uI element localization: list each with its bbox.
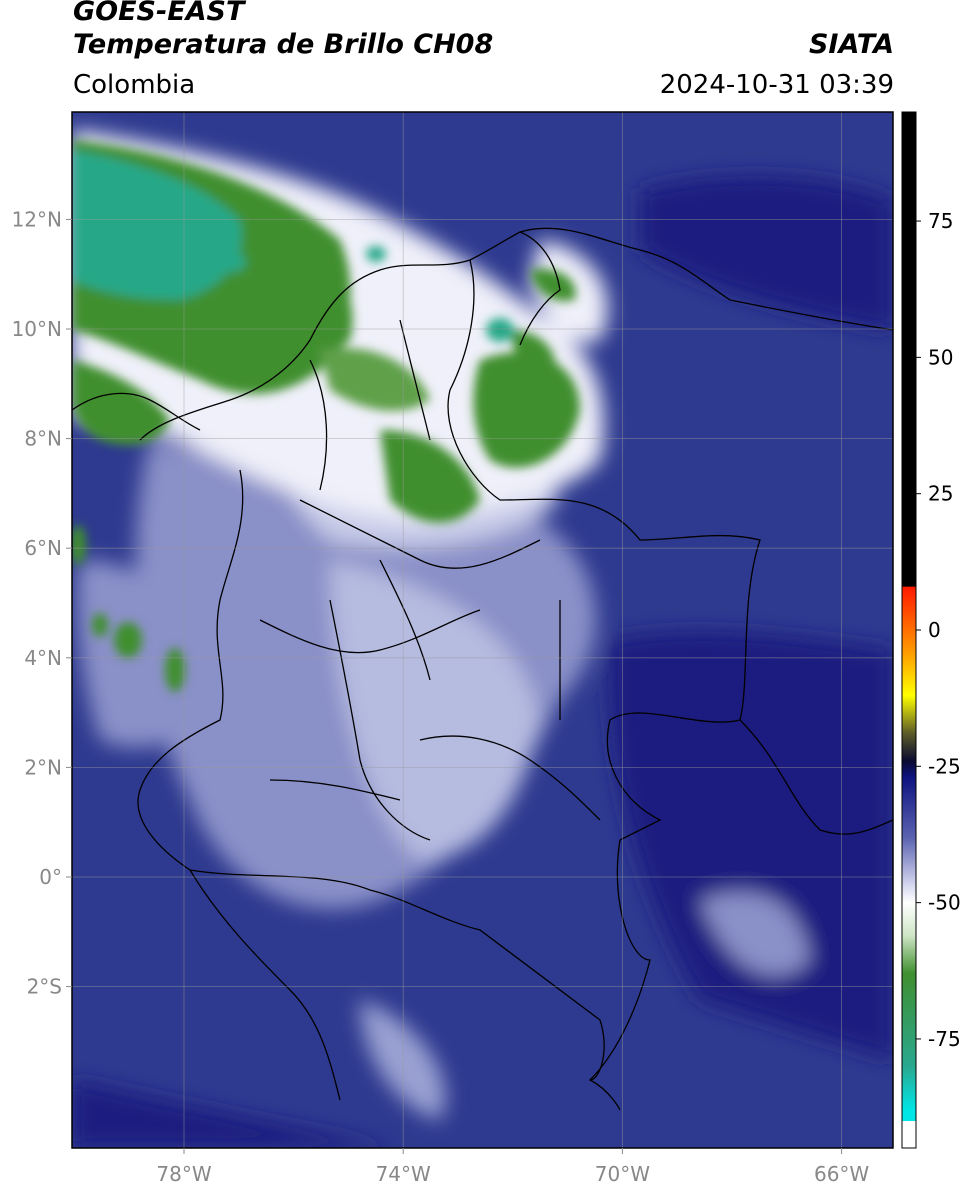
lat-tick-label: 6°N [24, 536, 62, 560]
satellite-title: GOES-EAST [73, 0, 245, 27]
region-label: Colombia [73, 70, 196, 100]
colorbar-tick-label: -25 [928, 754, 961, 778]
colorbar-scale [902, 112, 916, 1148]
colorbar: 75 50 25 0 -25 -50 -75 [901, 111, 961, 1149]
lat-tick-label: 2°S [27, 975, 62, 999]
lat-tick-label: 8°N [24, 427, 62, 451]
lon-tick-label: 66°W [814, 1162, 869, 1186]
datetime-label: 2024-10-31 03:39 [659, 70, 894, 100]
latitude-ticks: 12°N 10°N 8°N 6°N 4°N 2°N 0° 2°S [12, 207, 72, 999]
map-frame [71, 111, 894, 1149]
lon-tick-label: 70°W [595, 1162, 650, 1186]
lat-tick-label: 2°N [24, 755, 62, 779]
country-borders [72, 227, 893, 1111]
lon-tick-label: 74°W [376, 1162, 431, 1186]
lat-tick-label: 12°N [12, 207, 62, 231]
colorbar-tick-label: -75 [928, 1027, 961, 1051]
longitude-ticks: 78°W 74°W 70°W 66°W [156, 1148, 869, 1186]
colorbar-tick-label: 25 [928, 482, 953, 506]
colorbar-tick-label: -50 [928, 891, 961, 915]
lat-tick-label: 4°N [24, 646, 62, 670]
colorbar-tick-label: 0 [928, 618, 941, 642]
lat-tick-label: 10°N [12, 317, 62, 341]
lon-tick-label: 78°W [156, 1162, 211, 1186]
graticule [72, 112, 893, 1148]
satellite-imagery [72, 112, 893, 1148]
colorbar-tick-label: 50 [928, 345, 953, 369]
lat-tick-label: 0° [39, 865, 62, 889]
product-title: Temperatura de Brillo CH08 [73, 29, 494, 60]
organization-label: SIATA [808, 29, 894, 60]
colorbar-tick-label: 75 [928, 209, 953, 233]
